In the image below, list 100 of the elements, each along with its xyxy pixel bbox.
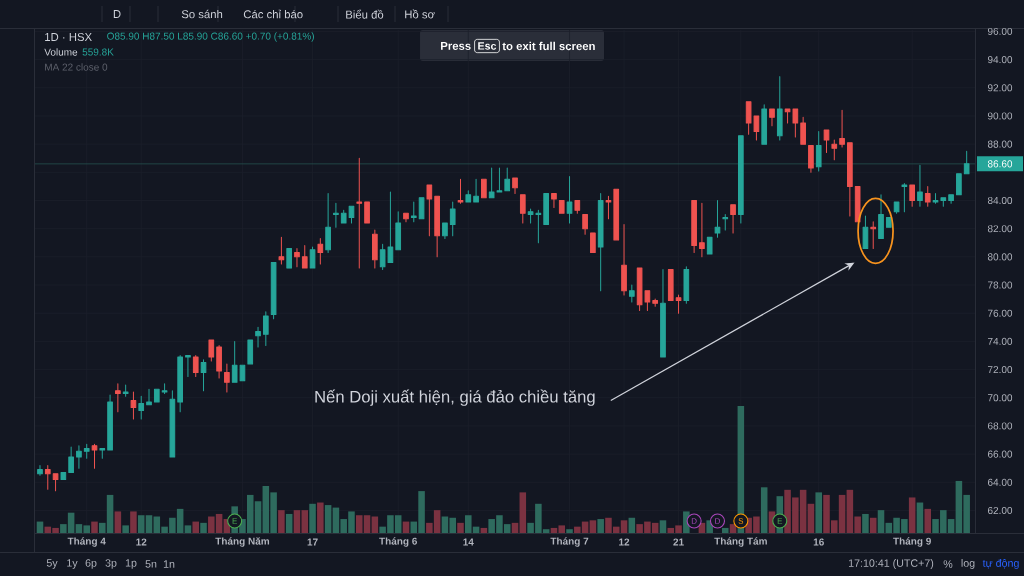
bar <box>480 527 488 534</box>
text: log <box>961 559 975 569</box>
annotation: 559.8K <box>82 48 114 56</box>
candlestick <box>683 266 690 304</box>
bar <box>924 508 932 534</box>
x-tick-label: 17 <box>307 538 318 546</box>
bar <box>324 505 332 534</box>
y-tick-label: 84.00 <box>987 196 1013 205</box>
candlestick <box>333 202 339 228</box>
text: 1y <box>67 559 78 569</box>
text: 3p <box>105 559 117 569</box>
y-tick-label: 82.00 <box>987 225 1013 233</box>
candlestick <box>52 473 59 492</box>
y-tick-label: 74.00 <box>988 337 1013 345</box>
candlestick <box>691 199 697 254</box>
candlestick <box>738 135 744 224</box>
bar <box>908 497 916 534</box>
y-tick-label: 78.00 <box>988 281 1013 289</box>
candlestick <box>847 142 853 217</box>
candlestick <box>558 199 565 214</box>
candlestick <box>216 345 222 379</box>
bar <box>278 510 285 534</box>
bar <box>589 520 597 534</box>
candlestick <box>667 269 674 302</box>
candlestick <box>714 199 721 238</box>
candlestick <box>294 247 300 268</box>
text: 1n <box>163 560 175 568</box>
candlestick <box>130 391 137 420</box>
y-tick-label: 90.00 <box>987 112 1013 120</box>
y-tick-label: 64.00 <box>988 478 1013 486</box>
candlestick <box>153 388 160 403</box>
bar <box>869 517 877 534</box>
candlestick <box>44 464 51 490</box>
x-tick-label: Tháng 7 <box>550 537 589 547</box>
candlestick <box>730 204 736 234</box>
x-tick-label: 14 <box>463 538 474 546</box>
candlestick <box>270 261 277 320</box>
candlestick <box>449 201 456 237</box>
annotation: D <box>691 518 697 524</box>
candlestick <box>325 192 331 254</box>
candlestick <box>356 157 363 269</box>
annotation: to exit full screen <box>502 41 595 51</box>
y-tick-label: 92.00 <box>987 84 1013 92</box>
annotation: Nến Doji xuất hiện, giá đảo chiều tăng <box>315 389 595 406</box>
bar <box>192 521 199 534</box>
candlestick <box>839 109 845 148</box>
candlestick <box>582 214 588 235</box>
candlestick <box>418 197 425 220</box>
candlestick <box>519 194 526 224</box>
candlestick <box>543 192 549 225</box>
annotation: Esc <box>478 42 497 50</box>
y-tick-label: 94.00 <box>987 56 1013 64</box>
candlestick <box>169 390 176 458</box>
candlestick <box>815 130 822 172</box>
candlestick <box>286 247 293 269</box>
candlestick <box>660 269 666 358</box>
text: So sánh <box>181 9 223 19</box>
bar <box>862 513 869 534</box>
candlestick <box>597 192 604 292</box>
x-tick-label: Tháng 4 <box>67 537 106 547</box>
candlestick <box>278 236 285 265</box>
x-tick-label: Tháng 6 <box>379 537 418 547</box>
candlestick <box>185 354 191 378</box>
text: Biểu đồ <box>346 9 384 19</box>
bar <box>628 517 636 534</box>
annotation: S <box>738 518 744 524</box>
candlestick <box>885 216 892 228</box>
candlestick <box>854 185 861 223</box>
y-tick-label: 62.00 <box>988 506 1013 515</box>
text: 5n <box>145 560 157 568</box>
chart-title: Volume <box>44 48 78 56</box>
candlestick <box>224 363 230 393</box>
candlestick <box>473 178 479 203</box>
candlestick <box>372 229 378 269</box>
candlestick <box>699 202 705 258</box>
candlestick <box>481 178 487 199</box>
y-tick-label: 88.00 <box>987 140 1013 148</box>
x-tick-label: 16 <box>813 538 824 546</box>
bar <box>457 522 464 534</box>
candlestick <box>208 339 215 362</box>
candlestick <box>948 194 954 204</box>
candlestick <box>364 201 370 224</box>
candlestick <box>621 223 627 296</box>
bar <box>122 525 129 534</box>
text: 1p <box>125 559 137 569</box>
y-tick-label: 70.00 <box>988 394 1013 402</box>
candlestick <box>122 384 129 397</box>
candlestick <box>862 215 869 249</box>
x-tick-label: 12 <box>619 538 630 546</box>
candlestick <box>309 246 316 269</box>
candlestick <box>769 108 775 127</box>
annotation: E <box>777 518 783 524</box>
candlestick <box>566 176 573 224</box>
candlestick <box>76 445 82 469</box>
bar <box>519 492 527 534</box>
bar <box>145 515 153 534</box>
bar <box>184 525 192 534</box>
candlestick <box>761 104 768 145</box>
candlestick <box>776 76 783 141</box>
candlestick <box>963 150 970 175</box>
